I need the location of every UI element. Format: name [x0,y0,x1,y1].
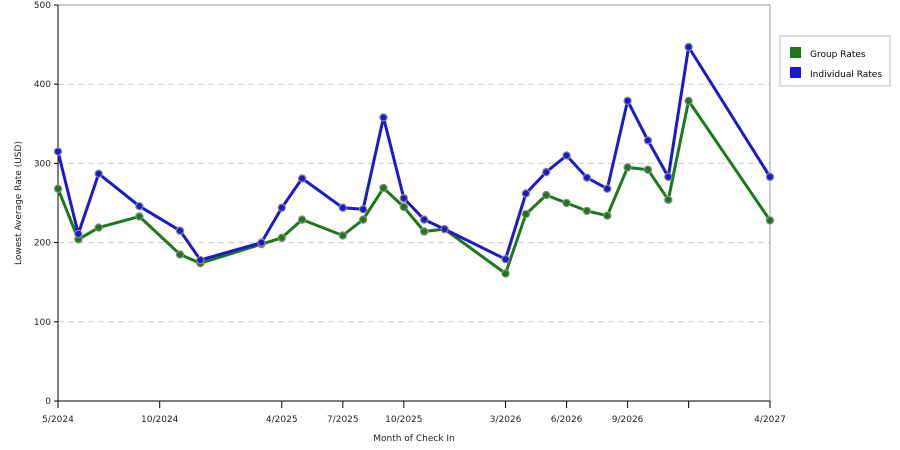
data-point [257,238,266,247]
data-point [765,172,775,182]
series-lines [53,42,775,278]
data-point [521,189,531,198]
x-tick-label: 10/2024 [141,415,179,425]
legend-label-group-rates: Group Rates [810,50,866,60]
series-group-rates [53,96,775,278]
data-point [562,151,571,160]
y-tick-label: 100 [34,318,51,328]
data-point [684,42,693,52]
data-point [501,269,510,278]
data-point [358,205,368,214]
y-axis-title: Lowest Average Rate (USD) [14,141,24,265]
data-point [440,224,449,234]
data-point [297,174,307,183]
data-point [358,215,368,224]
x-tick-label: 3/2026 [490,415,522,425]
y-tick-label: 400 [34,80,51,90]
data-point [643,136,653,145]
x-tick-label: 9/2026 [612,415,644,425]
data-point [196,255,205,265]
x-axis-title: Month of Check In [373,434,455,444]
data-point [277,203,286,212]
y-tick-label: 200 [34,239,51,249]
data-point [94,169,103,178]
data-point [379,113,388,122]
data-point [521,209,531,219]
data-point [582,173,592,182]
x-tick-label: 4/2027 [754,415,786,425]
data-point [399,202,409,212]
series-line [56,99,772,275]
x-tick-label: 5/2024 [42,415,74,425]
data-point [175,250,185,259]
data-point [542,190,551,200]
legend-label-individual-rates: Individual Rates [810,70,882,80]
data-point [623,96,632,106]
y-tick-label: 0 [45,397,51,407]
x-tick-label: 4/2025 [266,415,298,425]
data-point [664,195,673,205]
data-point [684,96,693,106]
y-tick-label: 500 [34,1,51,11]
data-point [277,233,286,243]
series-individual-rates [53,42,775,265]
data-point [603,184,612,193]
data-point [562,198,571,208]
plot-frame [57,4,771,402]
data-point [419,227,429,236]
data-point [623,163,632,172]
data-point [135,201,144,211]
data-point [53,184,63,193]
data-point [419,215,429,224]
data-point [53,147,63,156]
data-point [74,229,83,239]
tick-labels: 0 100 200 300 400 500 5/2024 10/2024 4/2025 7/202… [34,1,786,425]
data-point [765,216,775,225]
data-point [542,167,551,177]
gridlines [58,83,770,323]
data-point [338,231,347,240]
y-tick-label: 300 [34,159,51,169]
series-line [56,45,772,262]
data-point [643,165,653,174]
data-point [94,223,103,232]
data-point [297,215,307,224]
legend-swatch-individual-rates [790,67,801,78]
legend-swatch-group-rates [790,47,801,58]
x-tick-label: 6/2026 [551,415,583,425]
data-point [582,206,592,216]
data-point [399,194,409,203]
data-point [603,211,612,220]
legend: Group Rates Individual Rates [779,35,891,87]
data-point [379,183,388,193]
data-point [135,212,144,221]
data-point [338,203,347,212]
data-point [664,172,673,182]
x-tick-label: 7/2025 [327,415,359,425]
x-tick-label: 10/2025 [385,415,422,425]
data-point [501,255,510,264]
axes [54,4,771,408]
data-point [175,226,185,235]
